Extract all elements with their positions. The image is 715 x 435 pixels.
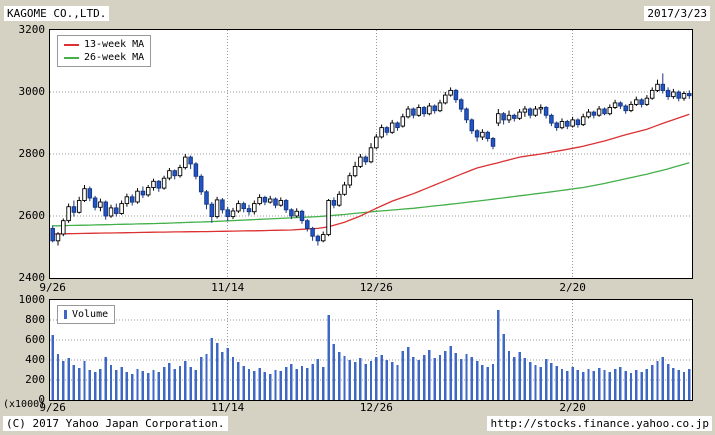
price-axis-label: 3200 [18,23,46,36]
price-chart-panel [49,29,693,279]
volume-label: Volume [72,309,109,320]
copyright-text: (C) 2017 Yahoo Japan Corporation. [3,416,228,431]
volume-bar-sample [64,310,67,319]
date-tick-label: 11/14 [211,401,245,414]
candlestick-chart [50,30,692,278]
volume-unit-label: (x1000) [3,399,46,410]
volume-axis-label: 400 [25,353,45,366]
site-url-link[interactable]: http://stocks.finance.yahoo.co.jp [487,416,712,431]
date-tick-label: 11/14 [211,281,245,294]
legend-row-volume: Volume [64,308,108,321]
price-legend: 13-week MA 26-week MA [57,35,152,67]
volume-axis-label: 200 [25,373,45,386]
price-axis-label: 2800 [18,147,46,160]
date-tick-label: 12/26 [359,401,393,414]
volume-axis-label: 1000 [18,293,46,306]
date-tick-label: 9/26 [39,281,66,294]
volume-axis-label: 0 [38,393,45,406]
ma26-label: 26-week MA [84,52,145,63]
chart-date: 2017/3/23 [644,6,710,21]
ma13-label: 13-week MA [84,39,145,50]
stock-title: KAGOME CO.,LTD. [4,6,110,21]
volume-legend: Volume [57,305,116,324]
date-tick-label: 12/26 [359,281,393,294]
date-tick-label: 9/26 [39,401,66,414]
legend-row-ma13: 13-week MA [64,38,144,51]
price-axis-label: 2600 [18,209,46,222]
legend-row-ma26: 26-week MA [64,51,144,64]
ma26-line-sample [64,56,79,59]
volume-chart-panel [49,299,693,401]
price-axis-label: 3000 [18,85,46,98]
volume-axis-label: 600 [25,333,45,346]
date-tick-label: 2/20 [559,401,586,414]
price-axis-label: 2400 [18,271,46,284]
volume-chart [50,300,692,400]
date-tick-label: 2/20 [559,281,586,294]
volume-axis-label: 800 [25,313,45,326]
ma13-line-sample [64,43,79,46]
